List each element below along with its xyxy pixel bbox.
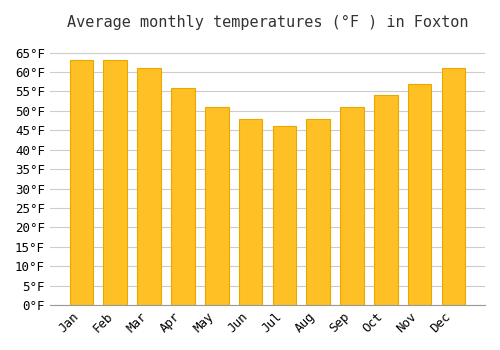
Bar xyxy=(238,119,262,305)
Bar xyxy=(306,119,330,305)
Bar xyxy=(70,60,94,305)
Bar xyxy=(340,107,364,305)
Bar xyxy=(442,68,465,305)
Bar xyxy=(104,60,127,305)
Bar xyxy=(374,95,398,305)
Bar xyxy=(171,88,194,305)
Bar xyxy=(408,84,432,305)
Bar xyxy=(272,126,296,305)
Bar xyxy=(138,68,161,305)
Bar xyxy=(205,107,229,305)
Title: Average monthly temperatures (°F ) in Foxton: Average monthly temperatures (°F ) in Fo… xyxy=(66,15,468,30)
